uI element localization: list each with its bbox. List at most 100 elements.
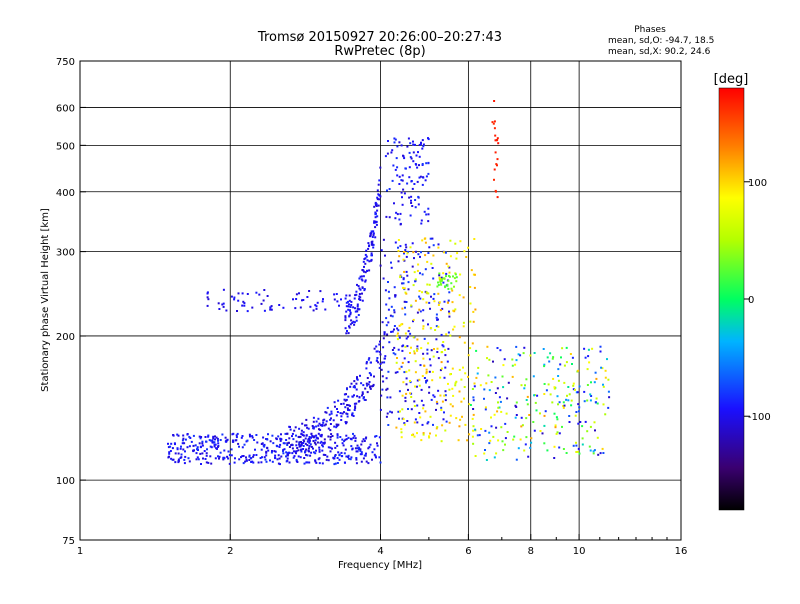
data-point [367,383,370,386]
data-point [369,387,372,390]
data-point [419,143,422,146]
data-point [351,413,354,416]
data-point [453,325,456,328]
data-point [369,385,372,388]
data-point [440,367,443,370]
data-point [252,454,255,457]
data-point [330,412,333,415]
data-point [182,437,185,440]
data-point [312,420,315,423]
data-point [409,381,412,384]
data-point [216,447,218,450]
data-point [543,363,546,366]
data-point [223,456,226,459]
data-point [354,310,357,313]
data-point [413,257,415,260]
data-point [409,156,412,159]
data-point [418,308,421,311]
data-point [523,346,526,349]
data-point [206,291,209,294]
data-point [429,364,432,367]
data-point [490,416,492,419]
data-point [587,355,590,358]
data-point [340,451,343,454]
data-point [351,395,354,398]
data-point [362,275,365,278]
data-point [199,437,202,440]
data-point [424,268,427,271]
data-point [583,400,586,403]
data-point [454,382,457,385]
data-point [282,448,285,451]
data-point [501,375,504,378]
data-point [412,284,415,287]
data-point [458,425,461,428]
data-point [448,315,451,318]
data-point [494,134,497,137]
data-point [248,455,251,458]
data-point [353,402,356,405]
data-point [271,460,274,463]
data-point [387,370,390,373]
data-point [452,394,455,397]
data-point [361,391,364,394]
data-point [439,394,442,397]
data-point [394,241,397,244]
data-point [472,310,475,313]
data-point [496,164,498,167]
data-point [436,402,439,405]
data-point [412,251,415,254]
data-point [370,258,373,261]
data-point [233,461,236,464]
data-point [353,394,355,397]
data-point [449,403,452,406]
data-point [412,320,414,323]
data-point [340,415,343,418]
data-point [444,399,447,402]
data-point [361,392,364,395]
data-point [492,360,494,363]
data-point [413,400,416,403]
data-point [335,293,338,295]
data-point [427,252,430,254]
data-point [356,303,359,306]
data-point [418,412,421,414]
data-point [299,441,302,444]
data-point [594,371,597,374]
data-point [492,122,495,125]
data-point [345,438,348,441]
data-point [443,251,445,254]
data-point [346,330,348,332]
data-point [321,449,324,452]
data-point [397,246,399,249]
data-point [398,324,401,327]
data-point [311,425,314,427]
data-point [312,426,315,429]
data-point [429,415,432,418]
data-point [415,154,418,157]
data-point [395,426,398,429]
data-point [607,406,610,409]
data-point [217,444,220,447]
data-point [462,296,465,299]
data-point [243,304,246,307]
data-point [295,440,298,443]
data-point [512,438,515,441]
data-point [581,425,584,428]
data-point [575,411,578,413]
data-point [429,237,432,240]
data-point [599,452,602,455]
data-point [292,450,295,453]
data-point [320,433,323,436]
data-point [417,195,420,198]
data-point [423,377,426,379]
data-point [426,379,429,382]
data-point [266,447,269,450]
data-point [553,387,556,390]
data-point [399,410,401,413]
data-point [420,251,422,254]
data-point [483,397,485,400]
data-point [502,449,505,452]
data-point [425,301,428,304]
data-point [420,141,422,144]
